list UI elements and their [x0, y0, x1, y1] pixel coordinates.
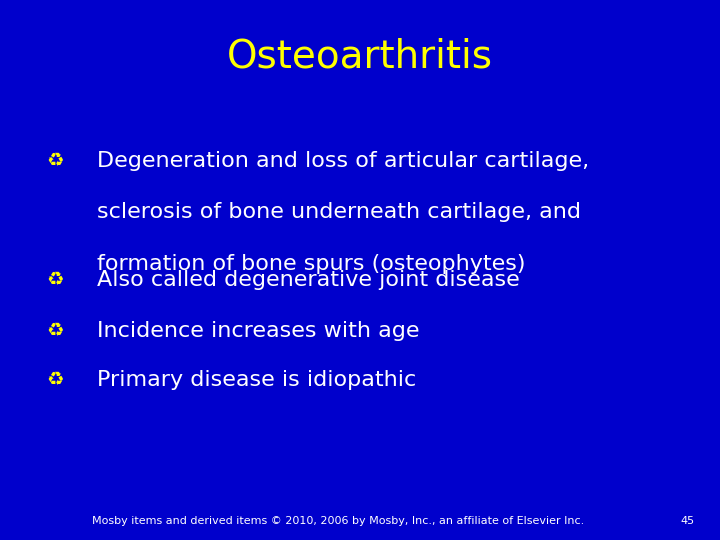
Text: formation of bone spurs (osteophytes): formation of bone spurs (osteophytes): [97, 254, 526, 274]
Text: ♻: ♻: [47, 270, 64, 289]
Text: ♻: ♻: [47, 370, 64, 389]
Text: ♻: ♻: [47, 321, 64, 340]
Text: Incidence increases with age: Incidence increases with age: [97, 321, 420, 341]
Text: Osteoarthritis: Osteoarthritis: [227, 38, 493, 76]
Text: Mosby items and derived items © 2010, 2006 by Mosby, Inc., an affiliate of Elsev: Mosby items and derived items © 2010, 20…: [92, 516, 585, 526]
Text: 45: 45: [680, 516, 695, 526]
Text: Primary disease is idiopathic: Primary disease is idiopathic: [97, 370, 416, 390]
Text: ♻: ♻: [47, 151, 64, 170]
Text: Also called degenerative joint disease: Also called degenerative joint disease: [97, 270, 520, 290]
Text: sclerosis of bone underneath cartilage, and: sclerosis of bone underneath cartilage, …: [97, 202, 581, 222]
Text: Degeneration and loss of articular cartilage,: Degeneration and loss of articular carti…: [97, 151, 590, 171]
